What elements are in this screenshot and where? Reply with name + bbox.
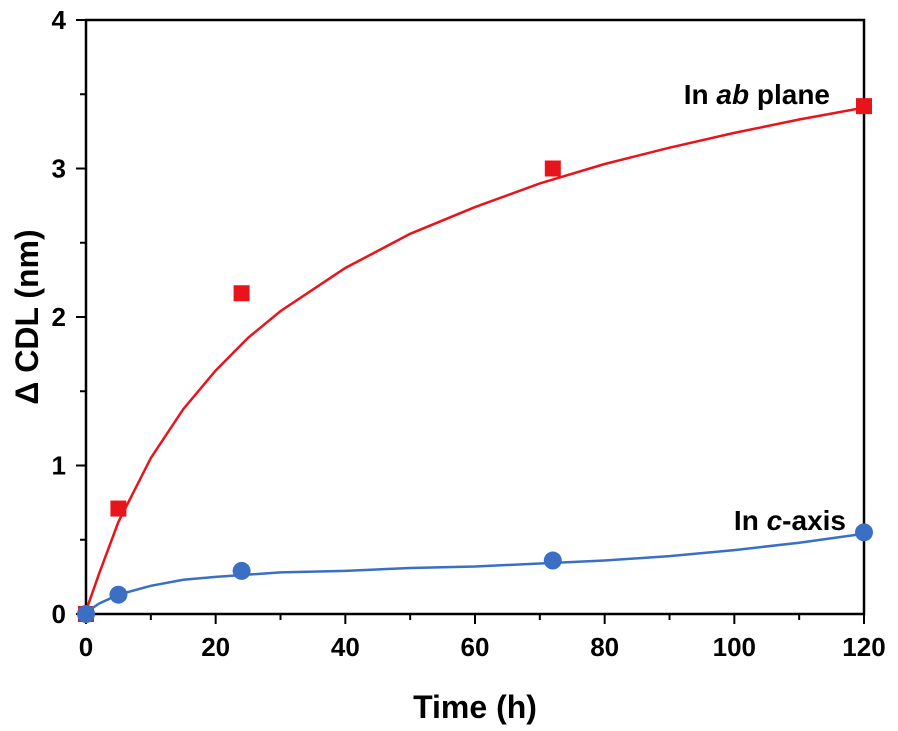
y-tick-label: 4 [52,5,67,35]
x-tick-label: 20 [201,632,230,662]
series-label-suffix: plane [749,79,830,110]
series-1-point [77,605,95,623]
y-tick-label: 0 [52,599,66,629]
series-label-suffix: -axis [782,505,846,536]
y-axis-title: Δ CDL (nm) [9,229,45,404]
series-1-fit-line [85,532,865,614]
series-label-prefix: In [734,505,767,536]
axes: 0 20 40 60 80 100 120 0 1 2 3 4 Time (h) Δ CDL (nm) [9,5,886,725]
x-tick-label: 0 [79,632,93,662]
series-0-point [544,160,561,177]
x-tick-label: 60 [461,632,490,662]
series-1-point [543,551,562,570]
series-0-point [856,98,872,115]
series-0-point [110,500,127,517]
series-0-point [233,285,250,302]
series-1 [77,523,873,623]
x-axis-title: Time (h) [413,689,537,725]
y-tick-label: 1 [52,451,66,481]
series-1-point [232,561,251,580]
x-tick-label: 120 [842,632,885,662]
series-layer [77,98,873,623]
series-1-point [855,523,873,542]
series-0 [78,98,872,622]
series-0-label: In ab plane [684,79,830,110]
series-label-italic: ab [716,79,749,110]
series-0-fit-line [84,106,865,612]
series-1-label: In c-axis [734,505,846,536]
series-label-italic: c [767,505,783,536]
y-tick-label: 3 [52,154,66,184]
series-1-point [109,585,128,604]
x-tick-label: 40 [331,632,360,662]
x-tick-label: 80 [590,632,619,662]
series-label-prefix: In [684,79,717,110]
y-tick-label: 2 [52,302,66,332]
x-tick-label: 100 [713,632,756,662]
